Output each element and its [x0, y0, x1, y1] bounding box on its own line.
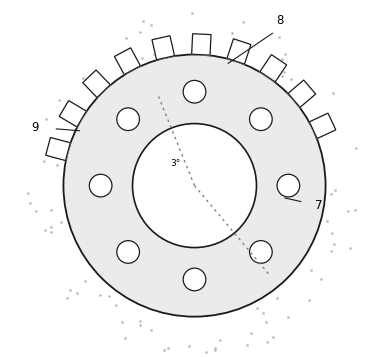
Circle shape [277, 174, 300, 197]
Polygon shape [227, 39, 251, 64]
Circle shape [89, 174, 112, 197]
Circle shape [63, 55, 326, 317]
Circle shape [183, 268, 206, 291]
Circle shape [183, 80, 206, 103]
Circle shape [117, 241, 140, 263]
Polygon shape [309, 113, 336, 139]
Polygon shape [114, 48, 140, 75]
Circle shape [117, 108, 140, 131]
Polygon shape [83, 70, 110, 97]
Circle shape [133, 124, 256, 247]
Polygon shape [152, 36, 175, 60]
Polygon shape [192, 34, 211, 55]
Polygon shape [288, 80, 316, 107]
Text: 8: 8 [276, 14, 283, 27]
Polygon shape [46, 137, 70, 161]
Text: 7: 7 [315, 198, 322, 212]
Circle shape [249, 108, 272, 131]
Text: 9: 9 [32, 121, 39, 134]
Circle shape [249, 241, 272, 263]
Polygon shape [260, 55, 287, 82]
Text: 3°: 3° [170, 159, 180, 168]
Polygon shape [59, 101, 86, 127]
